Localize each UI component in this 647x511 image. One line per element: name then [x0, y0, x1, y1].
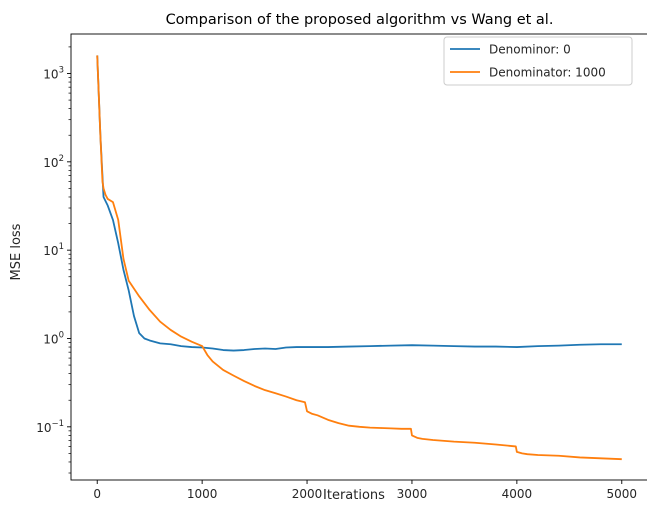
- y-tick-label: 102: [43, 154, 64, 170]
- series-line-2: [96, 55, 622, 461]
- legend-label-series-2: Denominator: 1000: [489, 66, 606, 80]
- chart-title: Comparison of the proposed algorithm vs …: [166, 12, 554, 28]
- plot-area: [96, 55, 622, 461]
- y-axis: 10−1 100 101 102 103: [36, 46, 71, 474]
- y-tick-label: 103: [43, 65, 64, 81]
- plot-frame: [70, 33, 647, 481]
- x-tick-label: 5000: [606, 487, 637, 501]
- y-tick-label: 100: [43, 330, 64, 346]
- x-tick-label: 0: [93, 487, 101, 501]
- y-tick-label: 10−1: [36, 419, 64, 435]
- x-axis-title: Iterations: [323, 488, 385, 503]
- series-layer: [96, 55, 622, 461]
- x-axis: 0 1000 2000 3000 4000 5000: [93, 480, 637, 501]
- legend-box: [443, 36, 633, 86]
- series-line-1: [96, 55, 622, 352]
- x-tick-label: 1000: [187, 487, 218, 501]
- legend: Denominor: 0 Denominator: 1000: [443, 36, 633, 86]
- x-tick-label: 4000: [502, 487, 533, 501]
- x-tick-label: 2000: [292, 487, 323, 501]
- y-axis-title: MSE loss: [9, 223, 24, 280]
- y-tick-label: 101: [43, 242, 64, 258]
- x-tick-label: 3000: [397, 487, 428, 501]
- legend-label-series-1: Denominor: 0: [489, 43, 571, 57]
